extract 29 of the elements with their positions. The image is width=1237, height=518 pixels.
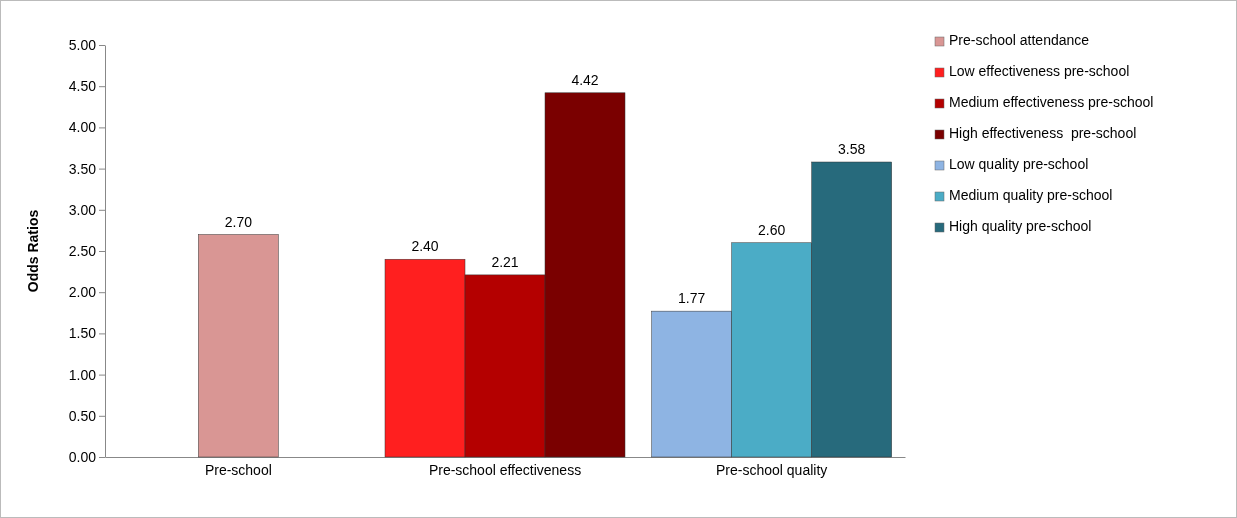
y-tick-label: 1.00 (68, 366, 97, 383)
legend-label: Medium effectiveness pre-school (949, 94, 1154, 110)
y-tick-label: 4.00 (68, 119, 97, 136)
data-label: 3.58 (838, 141, 866, 158)
data-label: 2.21 (491, 253, 519, 270)
y-axis-title: Odds Ratios (25, 209, 41, 293)
legend-label: High effectiveness pre-school (949, 125, 1137, 141)
legend-label: High quality pre-school (949, 218, 1092, 234)
data-label: 1.77 (678, 290, 706, 307)
data-label: 4.42 (571, 71, 599, 88)
y-tick-label: 3.00 (68, 201, 97, 218)
data-label: 2.70 (224, 213, 253, 230)
data-label: 2.60 (758, 221, 786, 238)
legend-label: Medium quality pre-school (949, 187, 1113, 203)
y-tick-label: 0.00 (68, 448, 97, 465)
x-tick-label: Pre-school (204, 461, 272, 478)
y-tick-label: 3.50 (68, 160, 97, 177)
legend-label: Low effectiveness pre-school (949, 63, 1130, 79)
y-tick-label: 5.00 (68, 36, 97, 53)
legend-label: Low quality pre-school (949, 156, 1089, 172)
x-tick-label: Pre-school quality (716, 461, 828, 478)
y-tick-label: 0.50 (68, 407, 97, 424)
x-tick-label: Pre-school effectiveness (428, 461, 582, 478)
legend-label: Pre-school attendance (949, 32, 1090, 48)
y-tick-label: 2.50 (68, 242, 97, 259)
y-tick-label: 1.50 (68, 325, 97, 342)
y-tick-label: 4.50 (68, 78, 97, 95)
y-tick-label: 2.00 (68, 284, 97, 301)
data-label: 2.40 (411, 238, 439, 255)
